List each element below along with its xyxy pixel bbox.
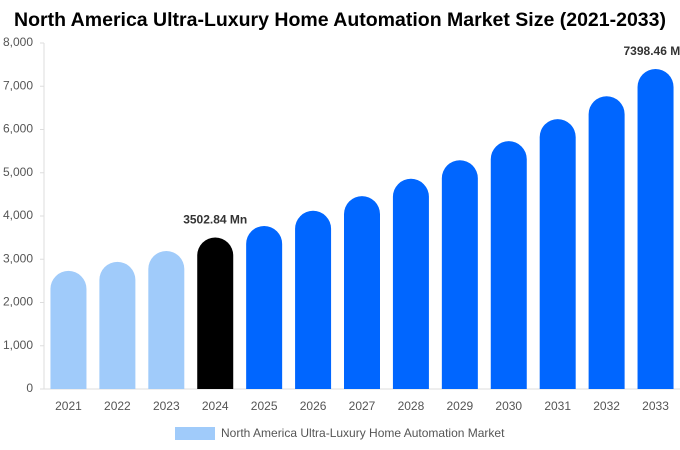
y-tick-label: 5,000 [3,165,33,179]
x-tick-label: 2028 [398,399,425,413]
x-tick-label: 2025 [251,399,278,413]
x-tick-label: 2024 [202,399,229,413]
value-label: 7398.46 Mn [624,44,680,58]
x-tick-label: 2031 [544,399,571,413]
legend-label: North America Ultra-Luxury Home Automati… [221,426,505,440]
y-tick-label: 4,000 [3,208,33,222]
x-tick-label: 2027 [349,399,376,413]
bar [588,96,625,389]
bar [539,119,576,389]
bar [197,237,234,389]
y-tick-label: 6,000 [3,122,33,136]
bar [637,69,674,389]
y-tick-label: 0 [26,381,33,395]
bar [490,141,527,389]
x-tick-label: 2033 [642,399,669,413]
y-tick-label: 3,000 [3,251,33,265]
bar [50,270,87,389]
bar [392,178,429,389]
x-tick-label: 2029 [446,399,473,413]
x-tick-label: 2026 [300,399,327,413]
bar [441,160,478,389]
bar [344,196,380,389]
x-tick-label: 2032 [593,399,620,413]
x-tick-label: 2021 [55,399,82,413]
bar [148,251,185,389]
y-tick-label: 7,000 [3,78,33,92]
x-tick-label: 2030 [495,399,522,413]
bar [246,225,283,389]
value-label: 3502.84 Mn [183,213,247,227]
chart-title: North America Ultra-Luxury Home Automati… [14,9,666,31]
y-tick-label: 1,000 [3,338,33,352]
bar [295,210,332,389]
y-tick-label: 8,000 [3,35,33,49]
x-tick-label: 2022 [104,399,131,413]
y-tick-label: 2,000 [3,295,33,309]
legend-swatch [175,427,215,440]
bar [99,261,136,389]
x-tick-label: 2023 [153,399,180,413]
